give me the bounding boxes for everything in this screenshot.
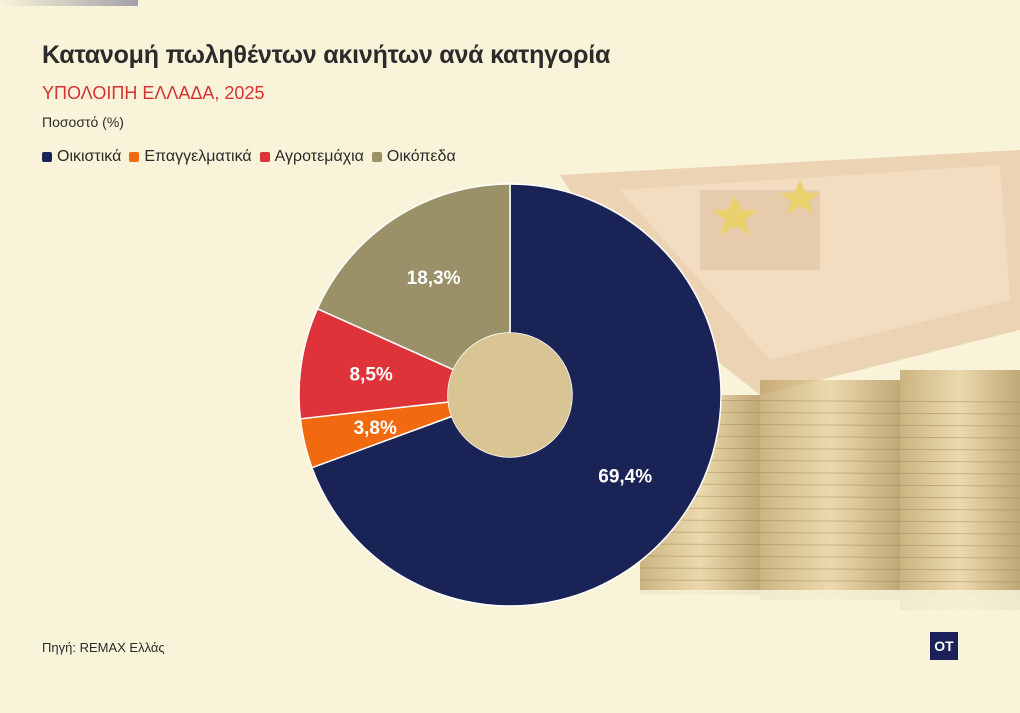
chart-subtitle: ΥΠΟΛΟΙΠΗ ΕΛΛΑΔΑ, 2025 bbox=[42, 83, 265, 103]
legend-label: Επαγγελματικά bbox=[144, 148, 252, 165]
legend-label: Οικόπεδα bbox=[386, 148, 456, 165]
legend-label: Οικιστικά bbox=[57, 148, 122, 165]
legend-swatch bbox=[371, 152, 382, 162]
ot-logo: OT bbox=[930, 632, 958, 660]
unit-label: Ποσοστό (%) bbox=[42, 114, 124, 130]
slice-label-1: 3,8% bbox=[354, 418, 397, 439]
legend-item-agrotemaxia: Αγροτεμάχια bbox=[259, 148, 364, 166]
legend-label: Αγροτεμάχια bbox=[274, 148, 364, 165]
slice-label-0: 69,4% bbox=[598, 466, 652, 487]
legend-swatch bbox=[42, 152, 52, 162]
source-note: Πηγή: REMAX Ελλάς bbox=[42, 640, 165, 655]
slice-label-3: 18,3% bbox=[407, 268, 461, 289]
legend-item-oikopeda: Οικόπεδα bbox=[371, 148, 456, 166]
legend-item-epaggelmatika: Επαγγελματικά bbox=[129, 148, 252, 166]
donut-center-image bbox=[448, 333, 572, 457]
legend-swatch bbox=[129, 152, 140, 162]
legend-item-oikistika: Οικιστικά bbox=[42, 148, 121, 166]
slice-label-2: 8,5% bbox=[350, 364, 393, 385]
legend-swatch bbox=[259, 152, 270, 162]
legend: Οικιστικά Επαγγελματικά Αγροτεμάχια Οικό… bbox=[42, 148, 456, 166]
chart-title: Κατανομή πωληθέντων ακινήτων ανά κατηγορ… bbox=[42, 41, 611, 69]
